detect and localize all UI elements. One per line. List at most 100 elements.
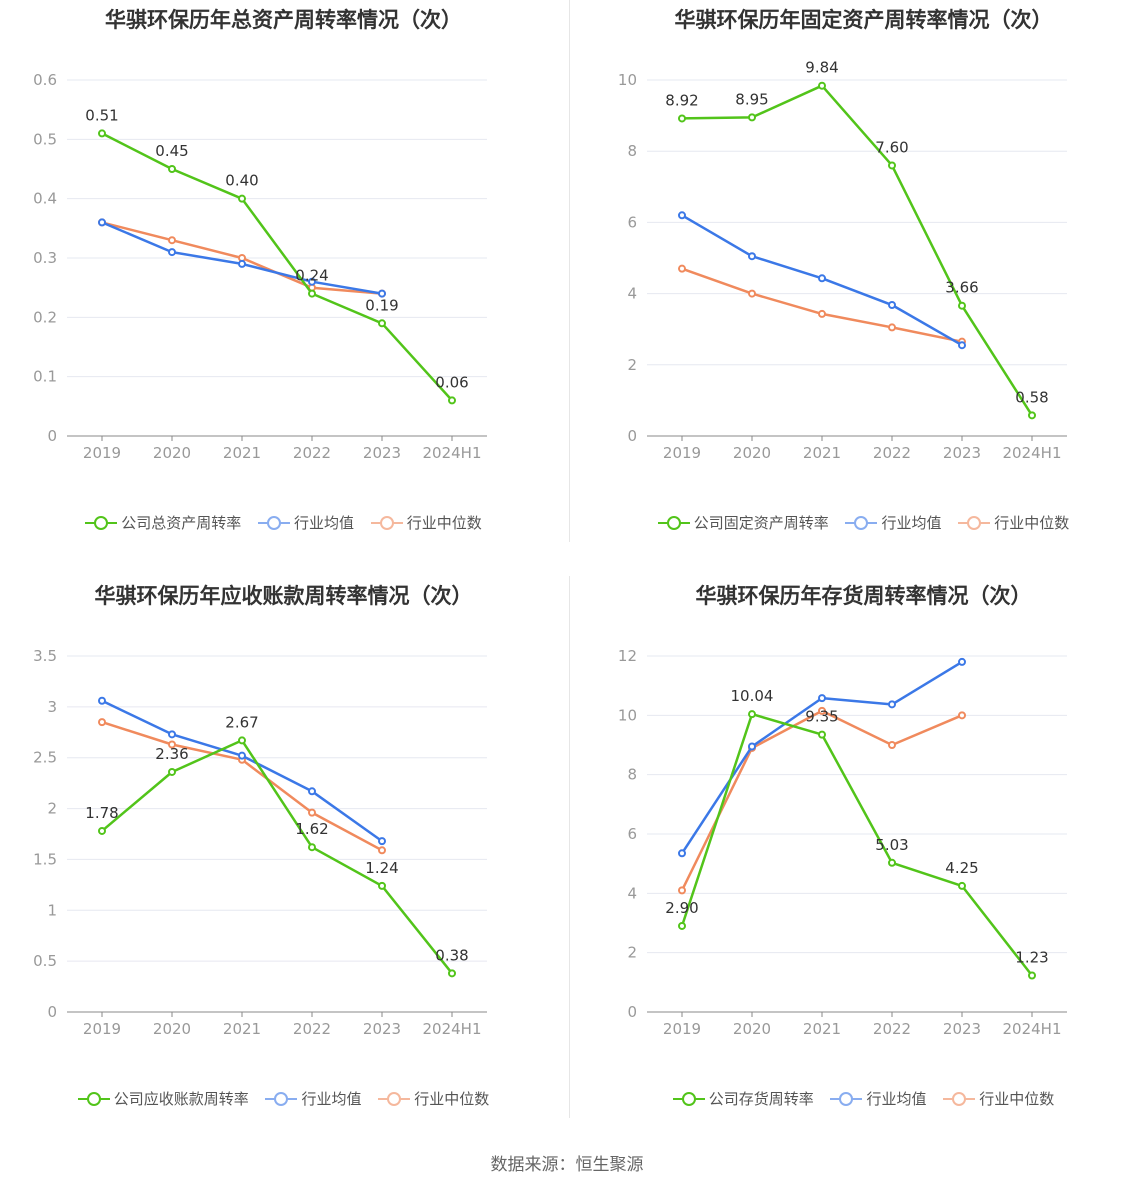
industry-avg-line-point[interactable] bbox=[378, 289, 386, 298]
company-line-point[interactable] bbox=[678, 921, 686, 930]
legend-item-company[interactable]: 公司应收账款周转率 bbox=[77, 1088, 249, 1109]
industry-median-line-point[interactable] bbox=[888, 741, 896, 749]
industry-avg-line-point[interactable] bbox=[748, 742, 756, 751]
industry-avg-line-point[interactable] bbox=[238, 259, 246, 268]
industry-avg-line-point[interactable] bbox=[98, 218, 106, 227]
industry-avg-line-point[interactable] bbox=[308, 787, 316, 796]
company-line-point[interactable] bbox=[308, 843, 316, 852]
legend-label: 公司总资产周转率 bbox=[121, 514, 242, 532]
legend-item-median[interactable]: 行业中位数 bbox=[370, 512, 482, 533]
company-line-point[interactable] bbox=[748, 113, 756, 122]
industry-median-line-point[interactable] bbox=[888, 323, 896, 332]
company-line-point[interactable] bbox=[378, 881, 386, 890]
company-line-point[interactable] bbox=[448, 396, 456, 405]
x-tick-label: 2021 bbox=[223, 444, 261, 462]
industry-avg-line-point[interactable] bbox=[378, 837, 386, 846]
legend-item-company[interactable]: 公司总资产周转率 bbox=[85, 512, 241, 533]
industry-avg-line-point[interactable] bbox=[818, 274, 826, 283]
data-label: 1.23 bbox=[1015, 949, 1048, 967]
industry-median-line-point[interactable] bbox=[168, 236, 176, 245]
industry-avg-line-point[interactable] bbox=[678, 211, 686, 220]
data-source-note: 数据来源：恒生聚源 bbox=[490, 1155, 644, 1175]
data-label: 1.62 bbox=[295, 820, 328, 838]
industry-avg-line-point[interactable] bbox=[888, 700, 896, 709]
y-tick-label: 10 bbox=[618, 706, 637, 724]
legend-item-avg[interactable]: 行业均值 bbox=[845, 512, 942, 533]
legend-item-company[interactable]: 公司固定资产周转率 bbox=[657, 512, 829, 533]
x-tick-label: 2022 bbox=[873, 1020, 911, 1038]
legend-label: 公司应收账款周转率 bbox=[113, 1090, 249, 1108]
company-line-point[interactable] bbox=[98, 129, 106, 138]
y-tick-label: 8 bbox=[627, 766, 637, 784]
company-line-point[interactable] bbox=[448, 969, 456, 978]
y-tick-label: 2 bbox=[47, 800, 57, 818]
line-chart: 0 2 4 6 8 10 2019 2020 2021 2022 2023 2024H1 8.92 8.9… bbox=[618, 59, 1067, 462]
industry-avg-line-point[interactable] bbox=[958, 657, 966, 666]
data-label: 1.24 bbox=[365, 859, 398, 877]
company-line-point[interactable] bbox=[1028, 971, 1036, 980]
industry-median-line-point[interactable] bbox=[98, 718, 106, 727]
x-tick-label: 2024H1 bbox=[1003, 1020, 1062, 1038]
industry-avg-line-point[interactable] bbox=[748, 252, 756, 261]
industry-median-line-point[interactable] bbox=[678, 264, 686, 273]
company-line-point[interactable] bbox=[238, 194, 246, 203]
x-tick-label: 2023 bbox=[943, 444, 981, 462]
industry-median-line-point[interactable] bbox=[168, 740, 176, 749]
y-tick-label: 0 bbox=[627, 1003, 637, 1021]
legend: 公司总资产周转率 行业均值 行业中位数 bbox=[0, 512, 567, 534]
company-line-point[interactable] bbox=[1028, 411, 1036, 420]
company-line-point[interactable] bbox=[958, 881, 966, 890]
industry-avg-line-point[interactable] bbox=[98, 696, 106, 705]
legend-item-company[interactable]: 公司存货周转率 bbox=[672, 1088, 814, 1109]
company-line-point[interactable] bbox=[958, 301, 966, 310]
industry-avg-line-point[interactable] bbox=[308, 277, 316, 286]
industry-median-line-point[interactable] bbox=[818, 706, 826, 715]
legend-label: 公司固定资产周转率 bbox=[693, 514, 829, 532]
industry-avg-line-point[interactable] bbox=[958, 341, 966, 350]
company-line-point[interactable] bbox=[168, 767, 176, 776]
industry-median-line-point[interactable] bbox=[378, 846, 386, 855]
chart-panel-total-assets: 华骐环保历年总资产周转率情况（次） 0 0.1 0.2 0.3 0.4 0.5 0.6 201… bbox=[0, 0, 567, 576]
industry-median-line-point[interactable] bbox=[678, 886, 686, 895]
industry-avg-line-point[interactable] bbox=[678, 849, 686, 858]
industry-avg-line-point[interactable] bbox=[818, 694, 826, 703]
industry-avg-line-point[interactable] bbox=[168, 248, 176, 257]
company-line-point[interactable] bbox=[888, 858, 896, 867]
industry-avg-line-point[interactable] bbox=[888, 300, 896, 309]
y-tick-label: 0 bbox=[47, 1003, 57, 1021]
industry-median-line-point[interactable] bbox=[748, 289, 756, 298]
industry-median-line-point[interactable] bbox=[308, 808, 316, 817]
industry-avg-line-point[interactable] bbox=[238, 751, 246, 760]
data-label: 0.38 bbox=[435, 946, 468, 964]
company-line-point[interactable] bbox=[378, 319, 386, 328]
company-line-point[interactable] bbox=[818, 81, 826, 90]
legend-item-avg[interactable]: 行业均值 bbox=[265, 1088, 362, 1109]
x-tick-label: 2020 bbox=[733, 1020, 771, 1038]
y-tick-label: 3 bbox=[47, 698, 57, 716]
company-line-point[interactable] bbox=[818, 730, 826, 739]
legend-item-median[interactable]: 行业中位数 bbox=[943, 1088, 1054, 1109]
legend-item-avg[interactable]: 行业均值 bbox=[830, 1088, 927, 1109]
company-line-point[interactable] bbox=[888, 161, 896, 170]
company-line-point[interactable] bbox=[678, 114, 686, 123]
legend-line-icon bbox=[378, 1091, 411, 1106]
company-line-point[interactable] bbox=[98, 826, 106, 835]
legend-item-avg[interactable]: 行业均值 bbox=[257, 512, 354, 533]
company-line-point[interactable] bbox=[748, 710, 756, 719]
y-tick-label: 1 bbox=[47, 901, 57, 919]
data-label: 1.78 bbox=[85, 804, 118, 822]
line-chart: 0 0.5 1 1.5 2 2.5 3 3.5 2019 2020 2021 2022 2023 2024… bbox=[33, 647, 487, 1038]
data-label: 2.36 bbox=[155, 745, 188, 763]
company-line bbox=[680, 712, 1033, 977]
x-tick-label: 2024H1 bbox=[1003, 444, 1062, 462]
company-line-point[interactable] bbox=[308, 289, 316, 298]
legend-item-median[interactable]: 行业中位数 bbox=[378, 1088, 489, 1109]
industry-median-line-point[interactable] bbox=[958, 711, 966, 720]
legend-item-median[interactable]: 行业中位数 bbox=[958, 512, 1069, 533]
panel-divider bbox=[569, 576, 570, 1118]
industry-median-line-point[interactable] bbox=[818, 309, 826, 318]
company-line-point[interactable] bbox=[168, 165, 176, 173]
line-chart: 0 0.1 0.2 0.3 0.4 0.5 0.6 2019 2020 2021 2022 2023 2… bbox=[33, 71, 487, 462]
industry-avg-line-point[interactable] bbox=[168, 730, 176, 739]
company-line-point[interactable] bbox=[238, 736, 246, 745]
